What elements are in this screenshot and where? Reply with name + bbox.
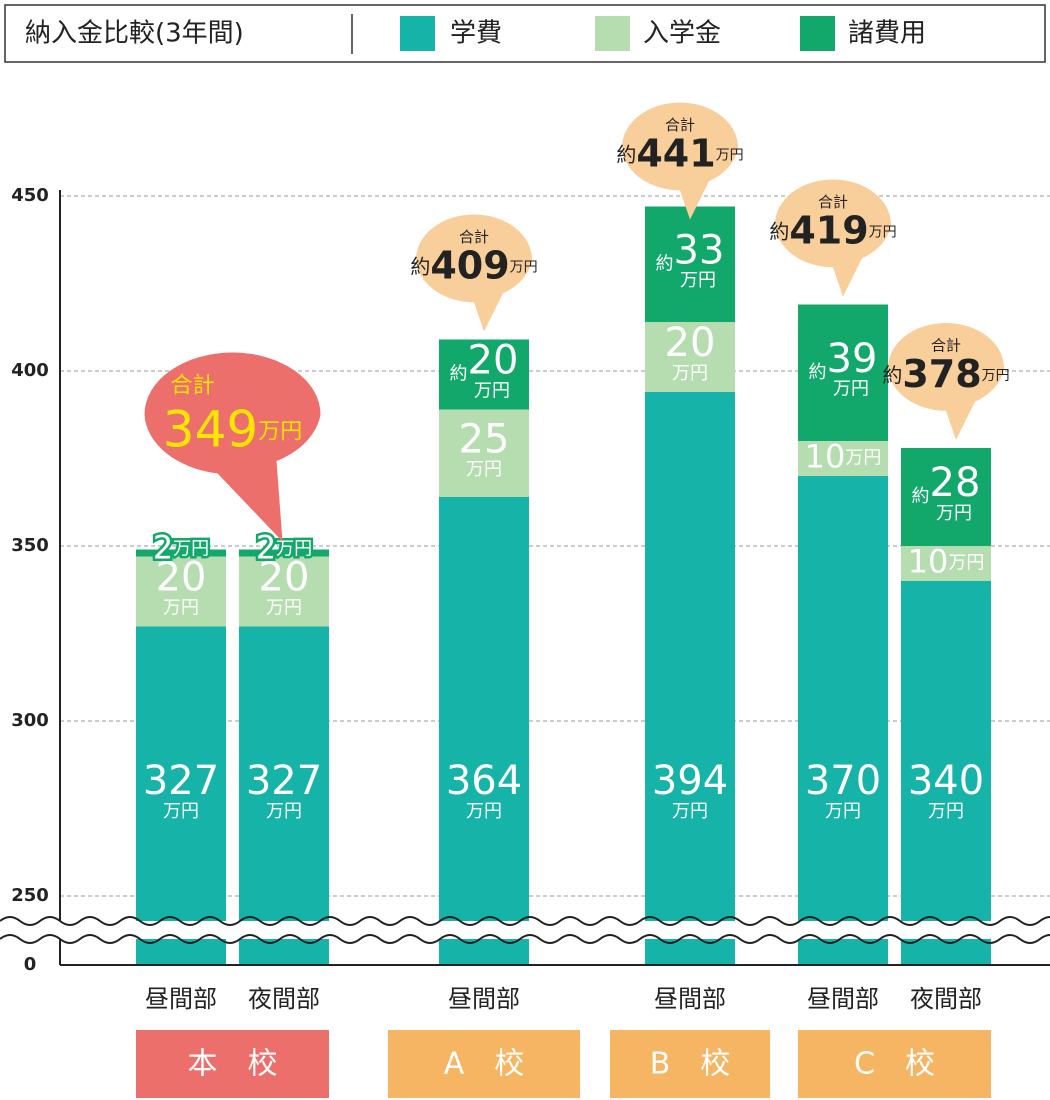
legend-label: 入学金 [643, 19, 721, 49]
x-tick-label: 夜間部 [248, 985, 320, 1013]
total-bubble [144, 352, 321, 542]
group-label: B 校 [650, 1047, 731, 1082]
value-label: 10万円 [805, 438, 882, 476]
value-label: 327 万円 [143, 758, 219, 822]
total-title: 合計 [459, 228, 489, 246]
group-label: 本 校 [188, 1047, 278, 1082]
value-label: 25 万円 [459, 416, 510, 480]
group-label: A 校 [444, 1047, 525, 1082]
value-label: 370 万円 [805, 758, 881, 822]
y-tick-label: 300 [11, 710, 49, 731]
value-label: 約39 万円 [809, 336, 878, 400]
legend-label: 諸費用 [848, 19, 926, 49]
bar-segment [136, 626, 226, 965]
value-label: 364 万円 [446, 758, 522, 822]
bar-segment [136, 549, 226, 557]
legend-swatch [800, 16, 835, 51]
total-title: 合計 [170, 374, 214, 399]
total-bubble [775, 179, 891, 297]
value-label: 約33 万円 [656, 227, 725, 291]
axis-break-line [0, 916, 1050, 926]
bar-segment [239, 626, 329, 965]
value-label: 2万円 [153, 529, 209, 567]
bar-segment [239, 549, 329, 557]
y-tick-label: 250 [11, 885, 49, 906]
bar-segment [798, 476, 888, 965]
axis-break-line [0, 934, 1050, 944]
x-tick-label: 夜間部 [910, 985, 982, 1013]
value-label: 327 万円 [246, 758, 322, 822]
chart-title: 納入金比較(3年間) [25, 19, 244, 49]
value-label: 10万円 [908, 543, 985, 581]
total-title: 合計 [931, 337, 961, 355]
legend-label: 学費 [450, 19, 502, 49]
value-label: 20 万円 [156, 555, 207, 619]
bar-segment [239, 556, 329, 627]
bar-segment [645, 206, 735, 322]
bar-segment [901, 546, 991, 581]
value-label: 340 万円 [908, 758, 984, 822]
y-tick-label: 350 [11, 535, 49, 556]
bar-segment [439, 497, 529, 965]
total-bubble [416, 214, 532, 332]
group-box [136, 1030, 329, 1098]
total-title: 合計 [665, 116, 695, 134]
total-label: 約441万円 [616, 131, 743, 175]
value-label: 約20 万円 [450, 338, 519, 402]
x-tick-label: 昼間部 [145, 985, 217, 1013]
bar-segment [439, 339, 529, 410]
bar-segment [901, 581, 991, 965]
group-label: C 校 [854, 1047, 935, 1082]
group-box [388, 1030, 580, 1098]
total-label: 約409万円 [410, 243, 537, 287]
group-box [798, 1030, 991, 1098]
value-label: 20 万円 [665, 320, 716, 384]
total-bubble [622, 102, 738, 220]
value-label: 20 万円 [259, 555, 310, 619]
bar-segment [645, 392, 735, 965]
legend-swatch [595, 16, 630, 51]
total-label: 約419万円 [769, 208, 896, 252]
bar-segment [645, 322, 735, 392]
y-tick-label: 400 [11, 360, 49, 381]
legend-swatch [400, 16, 435, 51]
legend-box [4, 4, 1046, 63]
value-label: 394 万円 [652, 758, 728, 822]
value-label: 約28 万円 [912, 460, 981, 524]
x-tick-label: 昼間部 [807, 985, 879, 1013]
bar-segment [798, 304, 888, 441]
x-tick-label: 昼間部 [448, 985, 520, 1013]
total-bubble [888, 323, 1004, 440]
total-title: 合計 [818, 193, 848, 211]
total-label: 約378万円 [882, 352, 1009, 396]
bar-segment [798, 441, 888, 476]
y-tick-label: 450 [11, 185, 49, 206]
bar-segment [439, 409, 529, 497]
bar-segment [901, 448, 991, 546]
y-tick-label: 0 [24, 954, 37, 975]
x-tick-label: 昼間部 [654, 985, 726, 1013]
value-label: 2万円 [256, 529, 312, 567]
total-label: 349万円 [163, 400, 302, 458]
bar-segment [136, 556, 226, 627]
group-box [610, 1030, 770, 1098]
